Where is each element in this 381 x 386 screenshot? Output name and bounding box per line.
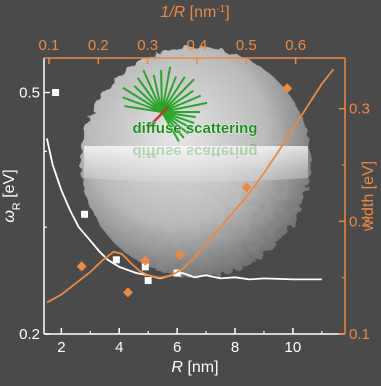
- x-top-tick-label: 0.6: [285, 37, 306, 54]
- y-right-tick-label: 0.2: [349, 213, 370, 230]
- y-left-tick-label: 0.2: [19, 326, 40, 343]
- x-bottom-tick-label: 8: [231, 339, 239, 356]
- omega-data-point: [52, 89, 60, 97]
- inset-sphere-illustration: diffuse scattering diffuse scattering: [81, 47, 311, 277]
- scattering-ray: [142, 69, 163, 113]
- y-right-ticks: 0.1 0.2 0.3: [339, 101, 370, 343]
- scattering-ray: [160, 69, 163, 113]
- omega-data-point: [173, 269, 181, 277]
- width-data-point: [122, 287, 133, 298]
- scattering-ray: [133, 85, 163, 113]
- sphere-cut-plane: [84, 146, 308, 182]
- y-left-ticks: 0.2 0.5: [19, 85, 50, 343]
- x-top-tick-label: 0.3: [137, 37, 158, 54]
- width-data-point: [175, 250, 186, 261]
- scattering-ray: [161, 76, 177, 113]
- x-bottom-tick-label: 4: [115, 339, 123, 356]
- omega-data-point: [141, 263, 149, 271]
- x-bottom-tick-label: 2: [57, 339, 65, 356]
- width-data-point: [241, 182, 252, 193]
- x-top-ticks: 0.1 0.2 0.3 0.4 0.5 0.6: [39, 37, 306, 64]
- scattering-ray: [161, 111, 180, 142]
- scattering-ray: [122, 96, 163, 113]
- inset-label-reflection: diffuse scattering: [132, 143, 257, 160]
- scattering-ray: [161, 111, 193, 130]
- omega-data-point: [112, 256, 120, 264]
- scattering-ray: [152, 74, 163, 113]
- y-left-axis-title: ωR [eV]: [1, 169, 23, 222]
- inset-label: diffuse scattering: [132, 120, 257, 137]
- x-bottom-tick-label: 10: [285, 339, 302, 356]
- scattering-ray: [161, 111, 195, 124]
- width-theory-line: [46, 68, 335, 304]
- width-data-point: [76, 261, 87, 272]
- y-left-tick-label: 0.5: [19, 85, 40, 102]
- y-right-axis-title: width [eV]: [360, 161, 377, 232]
- y-right-tick-label: 0.3: [349, 101, 370, 118]
- series-layer: [46, 68, 335, 304]
- scattering-ray: [161, 76, 186, 113]
- x-top-tick-label: 0.2: [88, 37, 109, 54]
- x-bottom-ticks: 2 4 6 8 10: [57, 328, 323, 356]
- x-top-tick-label: 0.4: [187, 37, 208, 54]
- scattering-ray: [124, 105, 163, 113]
- scattering-ray: [161, 111, 196, 119]
- x-top-axis-title: 1/R [nm-1]: [160, 4, 229, 22]
- scattering-ray: [161, 101, 208, 113]
- scattering-ray: [161, 94, 202, 113]
- width-data-point: [140, 255, 151, 266]
- incident-ray: [147, 106, 169, 129]
- x-bottom-axis-title: R [nm]: [171, 359, 218, 376]
- scattering-ray-fan: [122, 66, 208, 142]
- omega-data-point: [144, 277, 152, 285]
- width-data-point: [282, 83, 293, 94]
- scattering-ray: [161, 111, 185, 139]
- x-bottom-tick-label: 6: [173, 339, 181, 356]
- y-right-tick-label: 0.1: [349, 326, 370, 343]
- scattering-ray: [161, 66, 172, 113]
- scattering-ray: [136, 77, 163, 113]
- omega-data-point: [81, 210, 89, 218]
- scattering-ray: [161, 111, 189, 135]
- scattering-ray: [122, 86, 163, 113]
- x-top-tick-label: 0.1: [39, 37, 60, 54]
- x-top-tick-label: 0.5: [236, 37, 257, 54]
